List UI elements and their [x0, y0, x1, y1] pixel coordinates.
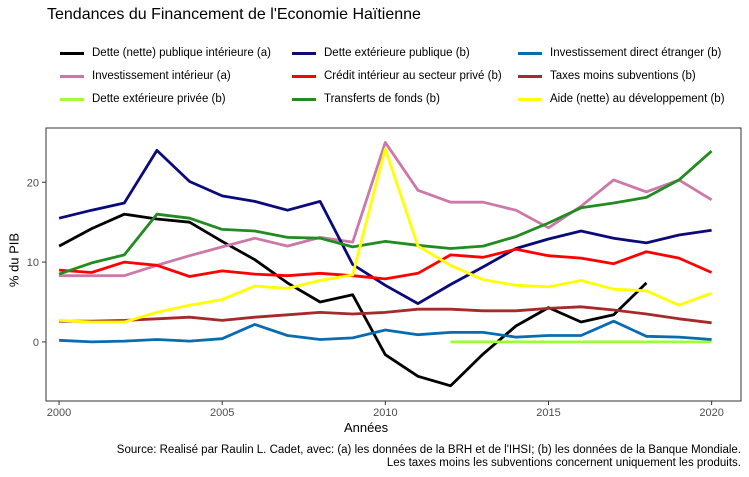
plot-panel-border [45, 127, 742, 402]
legend-key [292, 97, 316, 101]
chart-title: Tendances du Financement de l'Economie H… [47, 6, 421, 23]
series-line-9 [59, 147, 713, 324]
legend-key [292, 51, 316, 55]
series-line-8 [59, 305, 712, 325]
legend-label: Transferts de fonds (b) [324, 93, 440, 105]
legend-key [60, 74, 84, 78]
legend-item: Dette (nette) publique intérieure (a) [60, 43, 271, 63]
legend-item: Dette extérieure publique (b) [292, 43, 470, 63]
legend-item: Transferts de fonds (b) [292, 89, 440, 109]
legend-label: Aide (nette) au développement (b) [550, 93, 725, 105]
series-line-4 [58, 148, 712, 306]
legend-key [292, 74, 316, 78]
legend-label: Investissement direct étranger (b) [550, 47, 722, 59]
legend-item: Investissement intérieur (a) [60, 66, 231, 86]
legend-item: Aide (nette) au développement (b) [518, 89, 725, 109]
x-tick-label: 2015 [536, 407, 560, 419]
series-line-5 [58, 247, 713, 281]
source-line-1: Source: Realisé par Raulin L. Cadet, ave… [116, 444, 741, 456]
y-tick-label: 20 [27, 177, 39, 189]
legend-key [60, 97, 84, 101]
y-axis-label: % du PIB [6, 232, 22, 288]
legend-item: Investissement direct étranger (b) [518, 43, 721, 63]
legend-label: Dette extérieure publique (b) [324, 47, 470, 59]
source-note: Source: Realisé par Raulin L. Cadet, ave… [117, 444, 741, 470]
source-line-2: Les taxes moins les subventions concerne… [386, 457, 741, 469]
legend-label: Dette extérieure privée (b) [92, 93, 226, 105]
legend-label: Investissement intérieur (a) [92, 70, 231, 82]
legend-item: Crédit intérieur au secteur privé (b) [292, 66, 502, 86]
x-axis-label: Années [344, 420, 389, 435]
legend-item: Taxes moins subventions (b) [518, 66, 696, 86]
legend-item: Dette extérieure privée (b) [60, 89, 226, 109]
series-line-7 [59, 319, 712, 344]
x-tick-label: 2000 [47, 407, 71, 419]
x-tick-label: 2005 [210, 407, 234, 419]
y-tick-label: 10 [27, 257, 39, 269]
legend-key [60, 51, 84, 55]
legend-key [518, 74, 542, 78]
y-tick-label: 0 [33, 337, 39, 349]
legend-label: Crédit intérieur au secteur privé (b) [324, 70, 502, 82]
x-tick-label: 2010 [373, 407, 397, 419]
legend-label: Dette (nette) publique intérieure (a) [92, 47, 271, 59]
series-line-6 [58, 150, 713, 276]
x-tick-label: 2020 [699, 407, 723, 419]
legend-key [518, 97, 542, 101]
legend: Dette (nette) publique intérieure (a) Inv… [60, 43, 749, 113]
series-line-2 [59, 140, 713, 278]
legend-key [518, 51, 542, 55]
legend-label: Taxes moins subventions (b) [550, 70, 696, 82]
